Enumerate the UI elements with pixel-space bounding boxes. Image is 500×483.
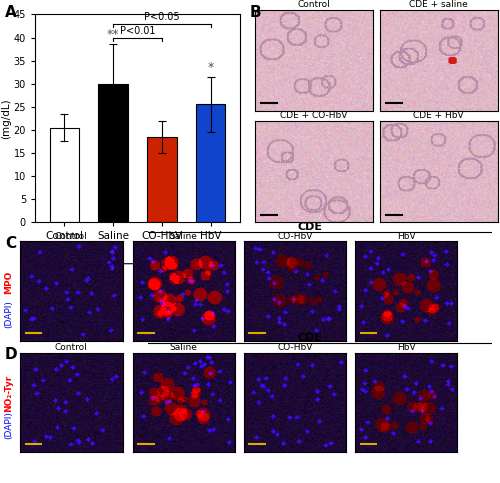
Text: CDE: CDE (151, 280, 173, 290)
Text: **: ** (107, 28, 120, 41)
Text: P<0.05: P<0.05 (144, 13, 180, 22)
Text: (DAPI): (DAPI) (4, 300, 13, 327)
Bar (50, 128, 79, 222)
Bar (196, 104, 226, 222)
Text: CDE: CDE (298, 222, 322, 232)
Text: *: * (208, 61, 214, 74)
Title: HbV: HbV (397, 232, 415, 241)
Title: HbV: HbV (397, 343, 415, 352)
Text: D: D (5, 347, 18, 362)
Text: (DAPI): (DAPI) (4, 411, 13, 439)
Title: CDE + HbV: CDE + HbV (414, 111, 464, 120)
Text: MPO: MPO (4, 271, 13, 294)
Title: Saline: Saline (170, 232, 198, 241)
Text: NO₂-Tyr: NO₂-Tyr (4, 375, 13, 412)
Text: A: A (5, 5, 17, 20)
Text: C: C (5, 236, 16, 251)
Bar (148, 137, 176, 222)
Bar (98, 84, 128, 222)
Text: B: B (250, 5, 262, 20)
Title: CO-HbV: CO-HbV (277, 343, 312, 352)
Title: CDE + CO-HbV: CDE + CO-HbV (280, 111, 347, 120)
Text: CDE: CDE (298, 333, 322, 343)
Title: Control: Control (55, 232, 88, 241)
Text: P<0.01: P<0.01 (120, 26, 155, 36)
Title: Control: Control (298, 0, 330, 9)
Title: CO-HbV: CO-HbV (277, 232, 312, 241)
Y-axis label: Serum BUN level
(mg/dL): Serum BUN level (mg/dL) (0, 74, 10, 162)
Title: Saline: Saline (170, 343, 198, 352)
Title: Control: Control (55, 343, 88, 352)
Title: CDE + saline: CDE + saline (410, 0, 468, 9)
